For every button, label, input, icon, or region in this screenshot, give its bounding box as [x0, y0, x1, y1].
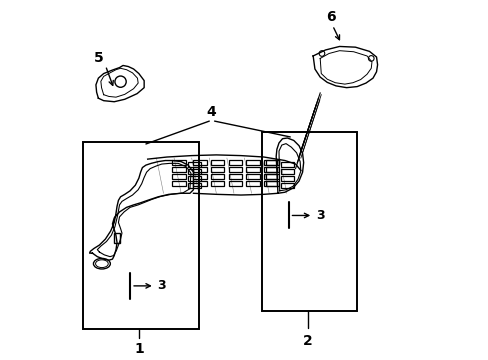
Bar: [265, 181, 279, 186]
Bar: [211, 181, 224, 186]
Bar: [246, 167, 259, 172]
Bar: [211, 174, 224, 179]
Bar: [264, 167, 277, 172]
Bar: [193, 181, 206, 186]
Text: 6: 6: [325, 10, 335, 24]
Bar: [187, 176, 201, 181]
Bar: [193, 174, 206, 179]
Bar: [228, 167, 242, 172]
Bar: [187, 169, 201, 174]
Bar: [265, 160, 279, 165]
Bar: [82, 142, 198, 329]
Bar: [113, 233, 120, 243]
Bar: [246, 174, 259, 179]
Text: 4: 4: [206, 105, 216, 119]
Bar: [172, 167, 185, 172]
Bar: [172, 181, 185, 186]
Text: 3: 3: [157, 279, 166, 292]
Bar: [264, 181, 277, 186]
Bar: [281, 169, 294, 174]
Bar: [264, 160, 277, 165]
Bar: [187, 162, 201, 167]
Bar: [265, 174, 279, 179]
Bar: [246, 181, 259, 186]
Bar: [193, 167, 206, 172]
Bar: [172, 160, 185, 165]
Bar: [262, 132, 356, 311]
Bar: [172, 174, 185, 179]
Text: 3: 3: [315, 209, 324, 222]
Bar: [281, 176, 294, 181]
Bar: [281, 183, 294, 188]
Bar: [281, 162, 294, 167]
Bar: [265, 167, 279, 172]
Bar: [264, 174, 277, 179]
Bar: [211, 160, 224, 165]
Text: 1: 1: [134, 342, 143, 356]
Text: 2: 2: [303, 334, 312, 348]
Bar: [187, 183, 201, 188]
Text: 5: 5: [93, 51, 103, 65]
Bar: [228, 160, 242, 165]
Bar: [228, 181, 242, 186]
Bar: [211, 167, 224, 172]
Bar: [246, 160, 259, 165]
Bar: [193, 160, 206, 165]
Bar: [228, 174, 242, 179]
